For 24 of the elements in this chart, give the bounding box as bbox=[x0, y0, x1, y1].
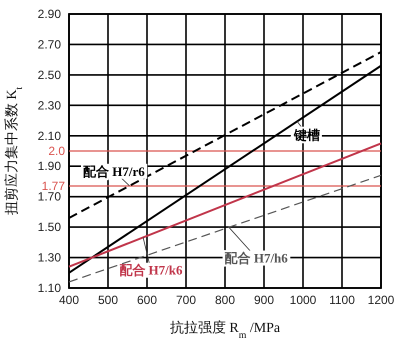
series-label: 配合 H7/k6 bbox=[119, 262, 183, 278]
y-tick-label: 2.70 bbox=[38, 37, 62, 52]
x-tick-label: 1100 bbox=[329, 293, 356, 307]
y-tick-label: 1.10 bbox=[38, 281, 62, 295]
series-label: 键槽 bbox=[292, 127, 320, 142]
y-tick-label: 2.10 bbox=[38, 128, 62, 143]
x-tick-label: 1200 bbox=[368, 293, 395, 307]
x-axis-title: 抗拉强度 R$_{m}$ /MPa bbox=[170, 320, 281, 340]
y-tick-label: 1.50 bbox=[38, 220, 62, 234]
y-tick-label: 2.30 bbox=[38, 98, 62, 112]
y-tick-label: 1.90 bbox=[38, 159, 62, 174]
series-label: 配合 H7/h6 bbox=[224, 250, 288, 266]
y-tick-label: 1.30 bbox=[38, 250, 62, 265]
x-tick-label: 700 bbox=[176, 293, 196, 307]
series-label: 配合 H7/r6 bbox=[82, 164, 146, 179]
x-tick-label: 1000 bbox=[290, 293, 317, 307]
x-tick-label: 800 bbox=[214, 293, 236, 307]
ref-line-label: 2.0 bbox=[48, 144, 66, 158]
y-tick-label: 2.50 bbox=[38, 68, 62, 82]
x-tick-label: 900 bbox=[254, 293, 274, 307]
x-tick-label: 600 bbox=[136, 293, 158, 307]
x-tick-label: 500 bbox=[98, 293, 118, 307]
x-tick-label: 400 bbox=[58, 293, 80, 307]
y-tick-label: 2.90 bbox=[38, 7, 62, 21]
